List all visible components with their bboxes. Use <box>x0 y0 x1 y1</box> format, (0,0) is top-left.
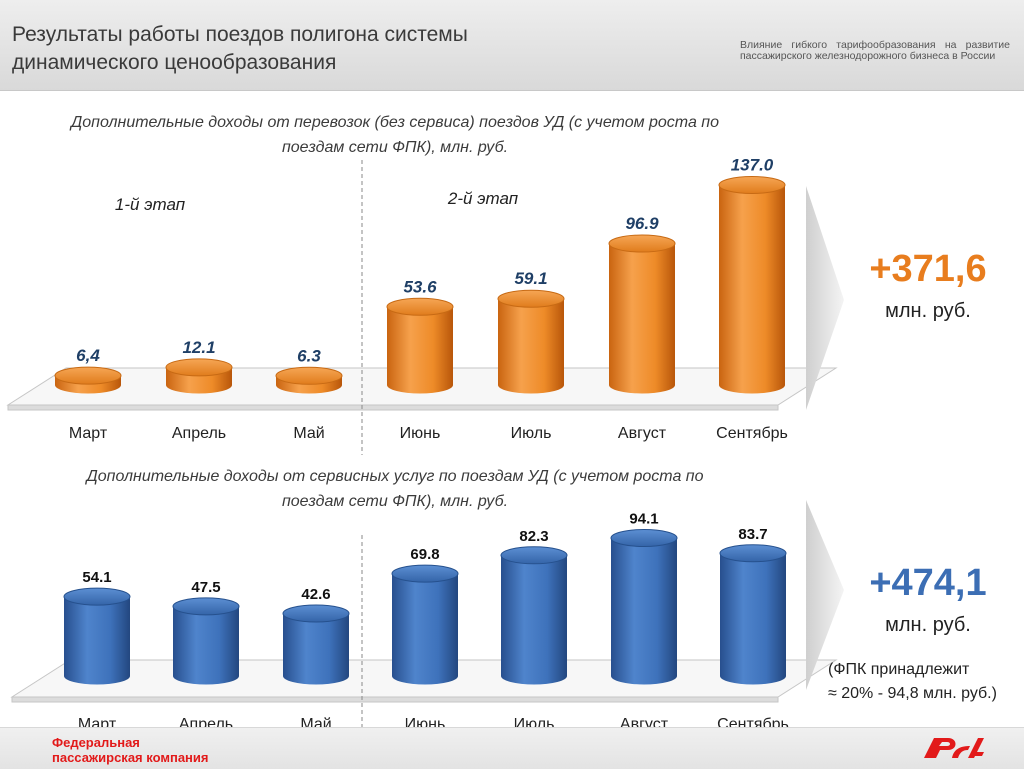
chart1-bar-top <box>165 358 233 377</box>
chart2-bar-top <box>610 529 678 547</box>
chart2-bar-body <box>501 555 567 685</box>
chart2-bar-top <box>63 587 131 606</box>
chart1-bar-top <box>497 289 565 308</box>
chart2-floor-edge <box>11 696 779 703</box>
chart1-category-label: Август <box>618 425 667 442</box>
slide-header: Результаты работы поездов полигона систе… <box>0 0 1024 91</box>
chart1-value-label: 137.0 <box>731 156 774 175</box>
chart1-bar-top <box>718 176 786 194</box>
ownership-note-line1: (ФПК принадлежит <box>828 661 970 678</box>
chart2-bar <box>719 544 787 685</box>
chart2-value-label: 69.8 <box>410 546 439 563</box>
ownership-note: (ФПК принадлежит ≈ 20% - 94,8 млн. руб.) <box>828 658 997 706</box>
chart2-bar-body <box>64 596 130 685</box>
chart1-title: Дополнительные доходы от перевозок (без … <box>20 110 770 160</box>
chart1-title-line2: поездам сети ФПК), млн. руб. <box>281 139 509 156</box>
chart1-bar <box>275 366 343 394</box>
chart2-bar-top <box>391 564 459 583</box>
chart1-value-label: 59.1 <box>514 269 547 288</box>
chart2-bar-body <box>611 538 677 685</box>
chart2-title-line2: поездам сети ФПК), млн. руб. <box>281 493 509 510</box>
chart1-value-label: 6.3 <box>297 346 321 365</box>
chart1-bar <box>497 289 565 394</box>
chart2-bar <box>282 604 350 685</box>
chart2-bar-top <box>282 604 350 623</box>
chart1-bar-top <box>386 297 454 316</box>
chart2-bar <box>391 564 459 685</box>
chart2-bar <box>610 529 678 685</box>
chart2-bar <box>172 597 240 685</box>
chart1-bar-body <box>498 298 564 394</box>
chart2-plot: 54.1Март47.5Апрель42.6Май69.8Июнь82.3Июл… <box>10 500 844 740</box>
chart1-bar-top <box>608 234 676 253</box>
chart2-value-label: 82.3 <box>519 528 548 545</box>
chart2-unit: млн. руб. <box>885 614 971 636</box>
company-name-line2: пассажирская компания <box>52 750 209 765</box>
company-name: Федеральная пассажирская компания <box>52 735 208 765</box>
chart1-value-label: 12.1 <box>182 338 215 357</box>
chart1-floor-edge <box>7 404 779 411</box>
chart1-stage-label-1: 1-й этап <box>115 195 186 214</box>
chart1-bar <box>165 358 233 394</box>
chart2-value-label: 54.1 <box>82 569 111 586</box>
chart2-bar-top <box>172 597 240 616</box>
chart2-bar-body <box>392 573 458 685</box>
chart1-bar-top <box>275 366 343 385</box>
chart2-title: Дополнительные доходы от сервисных услуг… <box>20 464 770 514</box>
slide-title-line1: Результаты работы поездов полигона систе… <box>12 23 468 46</box>
chart2-bar-body <box>283 613 349 685</box>
chart1-category-label: Июнь <box>400 425 441 442</box>
chart2-bar-top <box>500 546 568 565</box>
slide-title: Результаты работы поездов полигона систе… <box>12 21 612 77</box>
chart1-bar-body <box>387 306 453 394</box>
chart1-bar-body <box>609 243 675 394</box>
chart1-category-label: Апрель <box>172 425 226 442</box>
chart1-value-label: 53.6 <box>403 277 437 296</box>
chart1-bar <box>718 176 786 394</box>
chart2-bar-top <box>719 544 787 563</box>
chart1-arrow <box>806 186 844 410</box>
chart1-bar-body <box>719 185 785 394</box>
chart2-title-line1: Дополнительные доходы от сервисных услуг… <box>86 468 704 485</box>
chart2-arrow <box>806 500 844 690</box>
chart1-category-label: Май <box>293 425 324 442</box>
chart2-value-label: 42.6 <box>301 586 330 603</box>
chart2-bar-body <box>720 553 786 685</box>
chart2-value-label: 47.5 <box>191 579 220 596</box>
chart2-total: +474,1 <box>869 562 987 604</box>
chart1-title-line1: Дополнительные доходы от перевозок (без … <box>70 114 719 131</box>
ownership-note-line2: ≈ 20% - 94,8 млн. руб.) <box>828 685 997 702</box>
rzd-logo-icon <box>924 738 984 758</box>
chart1-bar <box>386 297 454 394</box>
chart1-category-label: Сентябрь <box>716 425 788 442</box>
chart2-bar <box>500 546 568 685</box>
chart2-bar-body <box>173 606 239 685</box>
chart1-value-label: 6,4 <box>76 346 100 365</box>
slide-title-line2: динамического ценообразования <box>12 51 337 74</box>
chart2-value-label: 83.7 <box>738 526 767 543</box>
chart1-unit: млн. руб. <box>885 300 971 322</box>
chart1-plot: 6,4 Март 12.1 Апрель 6.3 Май 53.6 Июнь 59.1 Июль 9… <box>6 156 844 455</box>
slide-subtitle: Влияние гибкого тарифообразования на раз… <box>740 39 1010 62</box>
chart2-value-label: 94.1 <box>629 511 658 528</box>
company-name-line1: Федеральная <box>52 735 140 750</box>
chart1-value-label: 96.9 <box>625 214 659 233</box>
chart2-bar <box>63 587 131 685</box>
chart1-bar <box>608 234 676 394</box>
chart1-bar <box>54 366 122 394</box>
chart1-category-label: Март <box>69 425 108 442</box>
slide-footer: Федеральная пассажирская компания <box>0 727 1024 769</box>
chart1-stage-label-2: 2-й этап <box>447 189 519 208</box>
chart1-total: +371,6 <box>869 248 987 290</box>
chart1-category-label: Июль <box>511 425 552 442</box>
chart1-bar-top <box>54 366 122 385</box>
